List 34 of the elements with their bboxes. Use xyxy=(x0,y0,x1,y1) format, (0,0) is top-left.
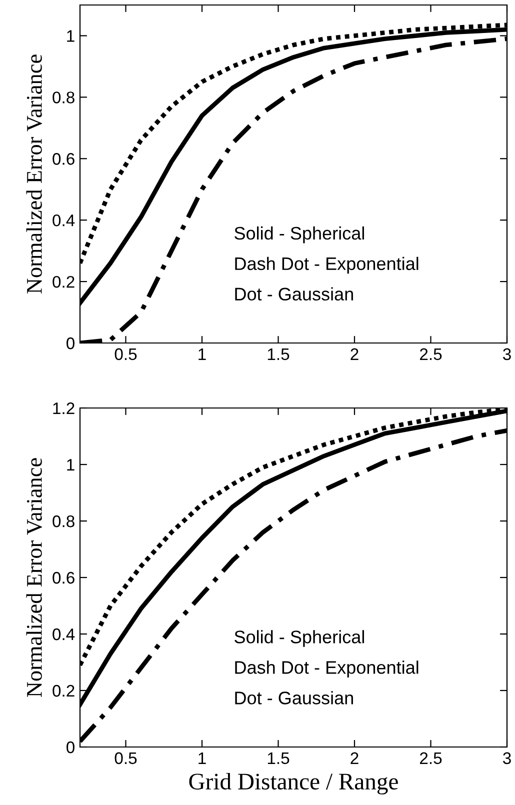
y-tick-label: 0.4 xyxy=(52,214,75,226)
x-tick-label: 2.5 xyxy=(420,752,442,764)
y-tick-label: 0.6 xyxy=(52,572,74,584)
y-tick-label: 0.8 xyxy=(52,92,74,104)
y-tick-label: 0.2 xyxy=(52,276,74,288)
x-tick-label: 1.5 xyxy=(268,348,290,360)
annotation: Solid - Spherical xyxy=(234,630,364,647)
y-axis-title: Normalized Error Variance xyxy=(26,458,42,697)
y-tick-label: 1 xyxy=(67,459,74,471)
x-tick-label: 1 xyxy=(198,752,206,764)
x-axis-title: Grid Distance / Range xyxy=(189,772,398,794)
x-tick-label: 0.5 xyxy=(114,752,137,764)
x-tick-label: 2 xyxy=(350,752,358,764)
x-tick-label: 2.5 xyxy=(420,348,442,360)
y-tick-label: 0 xyxy=(66,337,74,350)
x-tick-label: 0.5 xyxy=(114,348,137,360)
annotation: Solid - Spherical xyxy=(234,226,364,244)
x-tick-label: 3 xyxy=(503,752,511,764)
y-axis-title: Normalized Error Variance xyxy=(26,54,42,294)
annotation: Dot - Gaussian xyxy=(235,287,353,301)
x-tick-label: 1 xyxy=(198,348,206,360)
annotation: Dash Dot - Exponential xyxy=(235,256,418,274)
y-tick-label: 1.2 xyxy=(53,402,74,414)
y-tick-label: 0.4 xyxy=(52,628,75,640)
y-tick-label: 0.6 xyxy=(52,153,74,165)
x-tick-label: 2 xyxy=(350,348,358,360)
y-tick-label: 0.8 xyxy=(52,515,74,528)
y-tick-label: 1 xyxy=(67,30,74,42)
y-tick-label: 0.2 xyxy=(52,684,74,697)
x-tick-label: 1.5 xyxy=(268,752,290,764)
annotation: Dash Dot - Exponential xyxy=(235,660,418,678)
annotation: Dot - Gaussian xyxy=(235,691,353,704)
y-tick-label: 0 xyxy=(66,741,74,754)
x-tick-label: 3 xyxy=(503,348,511,360)
